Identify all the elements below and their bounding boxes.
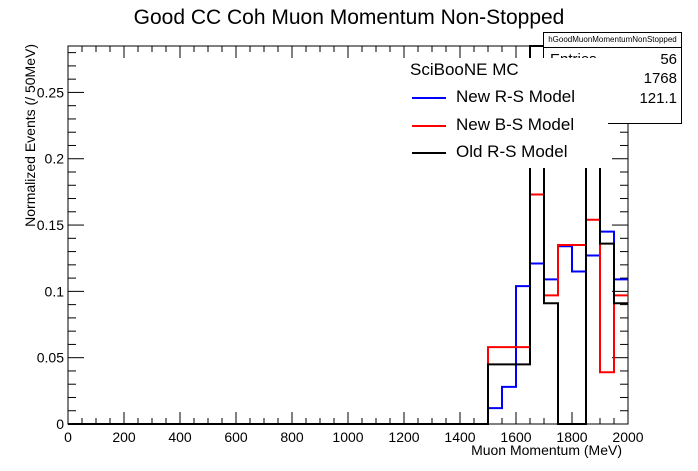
x-tick-label: 400	[168, 429, 192, 445]
legend-entry: New R-S Model	[408, 86, 608, 110]
legend-label: New B-S Model	[456, 115, 575, 134]
y-tick-label: 0	[56, 416, 64, 432]
y-tick-label: 0.05	[37, 350, 64, 366]
stats-value: 1768	[643, 70, 677, 87]
legend: SciBooNE MC New R-S Model New B-S Model …	[408, 58, 608, 168]
stats-value: 121.1	[639, 90, 677, 107]
x-tick-label: 1000	[332, 429, 363, 445]
legend-swatch	[412, 97, 446, 99]
x-tick-label: 0	[64, 429, 72, 445]
legend-entry: New B-S Model	[408, 114, 608, 138]
x-tick-label: 600	[224, 429, 248, 445]
axes: 0 200 400 600 800 1000 1200 1400 1600 1800 2000 0 0.…	[37, 45, 644, 445]
x-tick-label: 1200	[388, 429, 419, 445]
legend-label: Old R-S Model	[456, 142, 568, 161]
legend-label: New R-S Model	[456, 87, 576, 106]
y-tick-label: 0.25	[37, 84, 64, 100]
y-tick-label: 0.15	[37, 217, 64, 233]
series-line-old-r-s-model	[68, 45, 628, 425]
y-axis-label: Normalized Events (/ 50MeV)	[22, 44, 38, 227]
stats-row: 121.1	[550, 88, 677, 110]
stats-value: 56	[660, 51, 677, 68]
chart-title: Good CC Coh Muon Momentum Non-Stopped	[134, 6, 565, 29]
x-axis-label: Muon Momentum (MeV)	[471, 442, 622, 458]
x-tick-label: 800	[280, 429, 304, 445]
y-tick-label: 0.2	[45, 151, 65, 167]
y-tick-label: 0.1	[45, 283, 65, 299]
x-tick-label: 200	[112, 429, 136, 445]
legend-swatch	[412, 125, 446, 127]
legend-entry: Old R-S Model	[408, 141, 608, 165]
x-tick-label: 2000	[612, 429, 643, 445]
legend-title: SciBooNE MC	[410, 60, 519, 79]
x-tick-label: 1600	[500, 429, 531, 445]
x-tick-label: 1800	[556, 429, 587, 445]
legend-swatch	[412, 152, 446, 154]
stats-row: 1768	[550, 68, 677, 90]
x-tick-label: 1400	[444, 429, 475, 445]
stats-title: hGoodMuonMomentumNonStopped	[544, 33, 681, 48]
series-layer	[68, 45, 628, 425]
